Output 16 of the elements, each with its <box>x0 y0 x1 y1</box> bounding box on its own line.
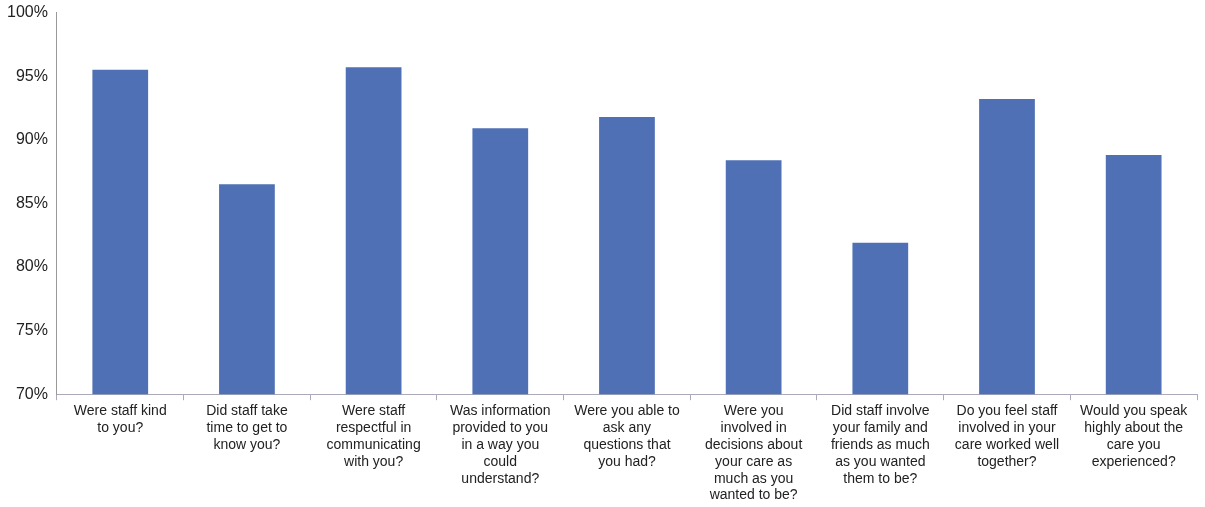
y-tick-label: 85% <box>15 193 48 211</box>
x-tick-label: Were you involved in decisions about your care as much as you wanted to be? <box>704 402 803 503</box>
y-tick-label: 75% <box>15 321 48 339</box>
y-tick-label: 90% <box>15 130 48 148</box>
x-tick-label: Was information provided to you in a way you could understand? <box>449 402 551 486</box>
y-tick-label: 70% <box>15 384 48 402</box>
x-tick-label: Did staff take time to get to know you? <box>206 402 288 453</box>
x-tick-label: Were staff respectful in communicating with you? <box>326 402 421 469</box>
x-tick-label: Would you speak highly about the care you experienced? <box>1080 402 1189 469</box>
y-tick-label: 80% <box>15 257 48 275</box>
x-tick-label: Did staff involve your family and friends as much as you wanted them to be? <box>830 402 930 486</box>
x-tick-label: Were staff kind to you? <box>73 402 167 436</box>
y-tick-label: 100% <box>7 3 48 21</box>
x-tick-label: Do you feel staff involved in your care worked well together? <box>954 402 1060 469</box>
y-tick-label: 95% <box>15 66 48 84</box>
x-tick-label: Were you able to ask any questions that you had? <box>574 402 680 469</box>
